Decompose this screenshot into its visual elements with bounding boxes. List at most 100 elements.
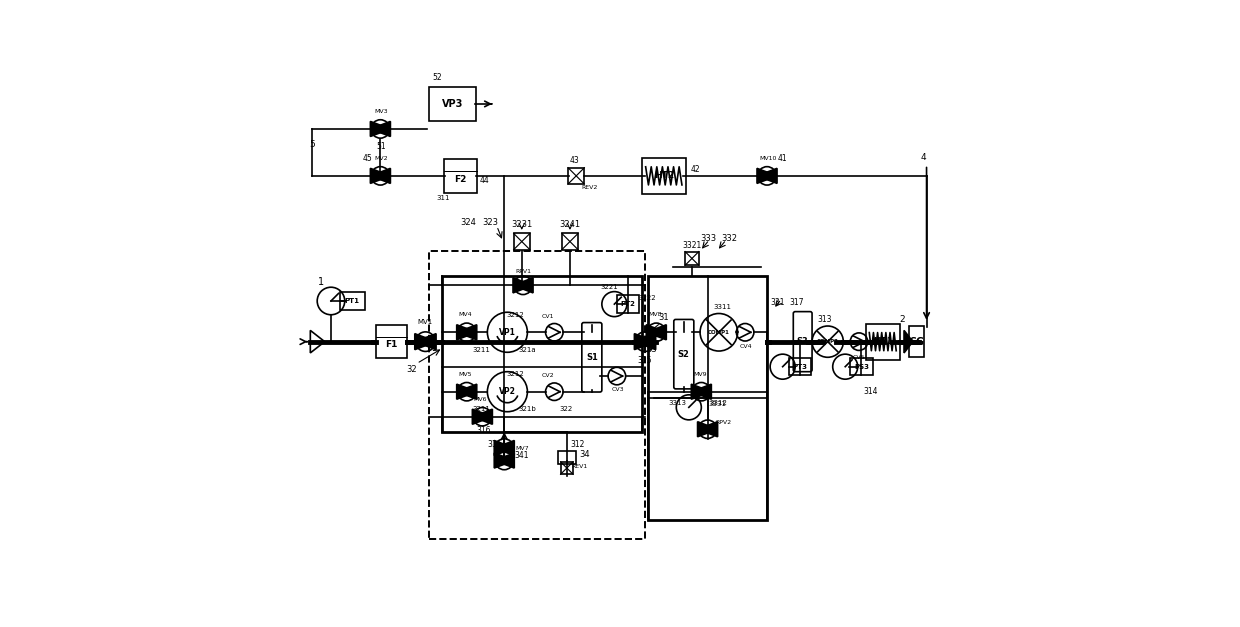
Text: PS3: PS3 [854,364,869,370]
Polygon shape [756,169,777,183]
Polygon shape [371,169,391,183]
Text: MV2: MV2 [374,156,388,161]
Text: MV10: MV10 [759,156,776,161]
Text: MV7: MV7 [515,446,528,451]
Polygon shape [495,453,515,468]
Polygon shape [698,422,718,437]
Polygon shape [415,334,436,350]
Polygon shape [513,278,533,293]
Text: MV8: MV8 [649,312,662,317]
Text: 321a: 321a [518,347,536,353]
Text: 3211: 3211 [472,347,490,353]
Text: 3212: 3212 [506,312,523,318]
Bar [340,292,365,310]
Polygon shape [371,169,391,183]
Polygon shape [635,334,656,350]
Bar [558,451,575,464]
Text: 323: 323 [482,218,498,227]
Text: PT3: PT3 [792,364,807,370]
Text: PT2: PT2 [621,301,636,307]
Bar [376,325,407,358]
Text: 3231: 3231 [511,220,532,229]
Text: 45: 45 [363,154,373,163]
Text: 312: 312 [570,440,585,450]
Text: 31: 31 [658,314,670,322]
Text: 34: 34 [579,450,590,459]
Text: CV4: CV4 [740,344,753,349]
Text: 311: 311 [487,440,502,450]
Text: VP3: VP3 [441,99,463,109]
Polygon shape [904,330,913,353]
Text: CV2: CV2 [542,373,554,378]
Bar [568,168,584,184]
Polygon shape [646,325,666,340]
Text: 1: 1 [317,277,324,287]
Text: 3211: 3211 [472,406,490,412]
Text: S3: S3 [797,337,808,346]
Text: F1: F1 [386,340,398,349]
Bar [642,158,686,194]
Text: 331: 331 [770,298,785,307]
Text: 51: 51 [376,142,386,151]
Text: 44: 44 [480,176,489,186]
Text: CV5: CV5 [853,356,866,361]
Bar [560,461,573,474]
Bar [444,159,476,193]
Text: 315: 315 [637,356,652,365]
Text: REV2: REV2 [582,184,598,189]
Text: 3331: 3331 [708,401,725,407]
Bar [684,251,699,265]
Text: MV6: MV6 [474,397,486,402]
Polygon shape [692,384,712,399]
Bar [909,326,924,357]
Polygon shape [698,422,718,437]
Text: PT1: PT1 [345,298,360,304]
Text: 3312: 3312 [711,400,728,406]
Text: HT2: HT2 [653,171,673,181]
Text: 2: 2 [899,315,905,324]
Text: 32: 32 [407,366,417,374]
Bar [866,324,900,360]
Text: F2: F2 [454,175,466,184]
Text: MV9: MV9 [693,372,707,377]
Text: MV3: MV3 [374,109,388,114]
Polygon shape [495,441,515,455]
Text: MV5: MV5 [459,372,472,377]
Text: 322: 322 [559,406,572,412]
Polygon shape [456,325,476,340]
Polygon shape [472,409,492,424]
Text: 313: 313 [817,315,832,324]
Text: HT1: HT1 [873,337,893,346]
Text: 321b: 321b [518,406,536,412]
Text: REV1: REV1 [572,464,588,469]
Bar [789,358,811,376]
Text: COMP1: COMP1 [708,330,730,335]
Text: 5: 5 [309,140,315,149]
Polygon shape [692,384,712,399]
Polygon shape [495,441,515,455]
Polygon shape [371,122,391,137]
Polygon shape [646,325,666,340]
Text: 333: 333 [701,234,717,243]
Text: COMP2: COMP2 [817,339,838,344]
Text: 332: 332 [722,234,738,243]
Polygon shape [756,169,777,183]
Text: 43: 43 [570,155,580,165]
Polygon shape [495,453,515,468]
Bar [441,276,642,433]
Text: CV3: CV3 [611,387,625,393]
Bar [429,251,645,539]
Text: 341: 341 [515,451,529,460]
Text: S1: S1 [587,353,598,362]
Polygon shape [456,325,476,340]
Text: VP1: VP1 [498,328,516,337]
Text: MV1: MV1 [418,319,433,325]
Text: 4: 4 [920,152,926,162]
Polygon shape [415,334,436,350]
Text: CV1: CV1 [542,314,554,319]
Text: 3313: 3313 [668,400,687,406]
Text: MV4: MV4 [459,312,472,317]
Text: 33: 33 [646,345,657,354]
Text: RPV2: RPV2 [715,421,732,426]
Bar [649,276,768,520]
